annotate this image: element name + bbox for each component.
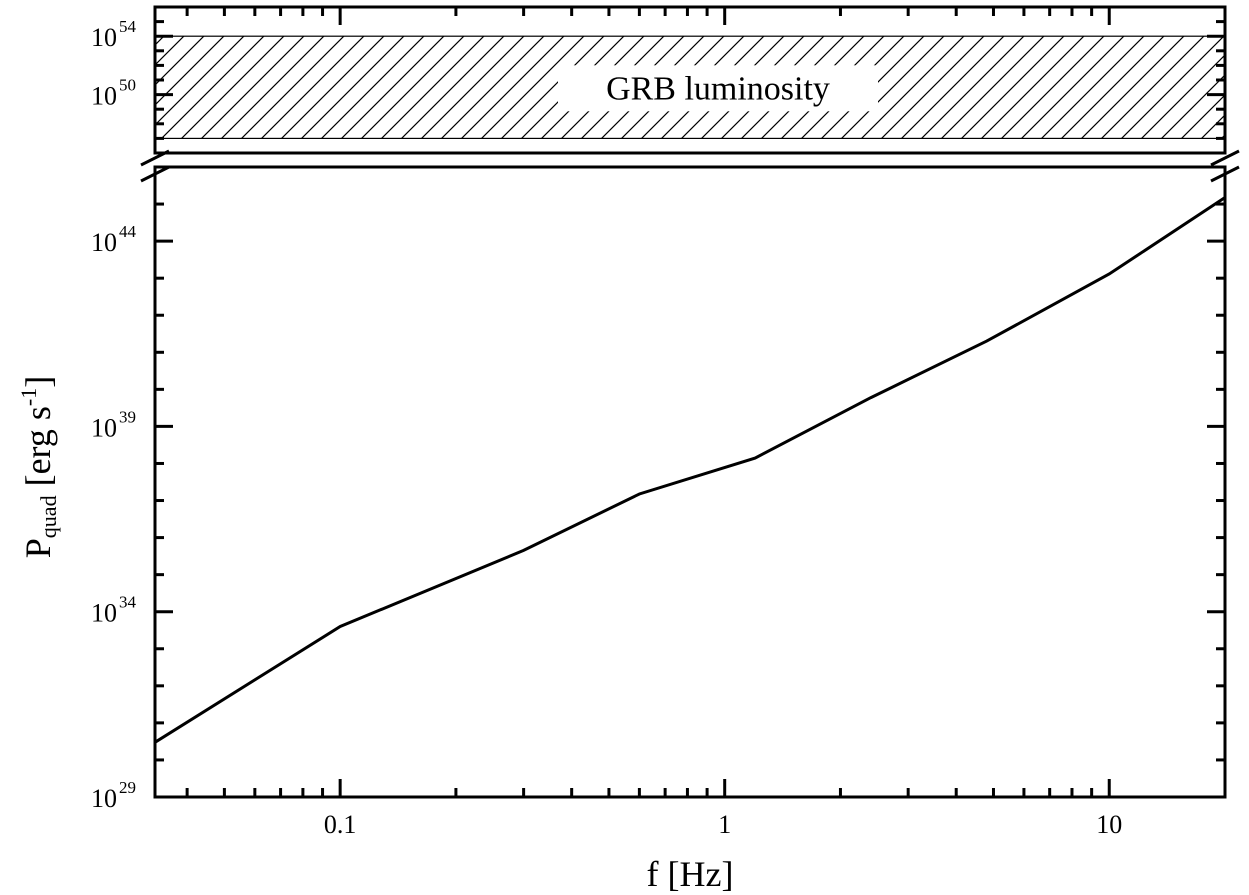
- y-tick-exponent: 50: [119, 76, 136, 95]
- y-tick-label: 10: [91, 784, 117, 813]
- band-label: GRB luminosity: [606, 70, 830, 107]
- x-tick-label: 0.1: [324, 810, 357, 839]
- break-slash: [1210, 165, 1240, 183]
- y-title-part: quad: [36, 495, 61, 538]
- axis-break-marks: [140, 149, 1240, 183]
- x-tick-label: 1: [718, 810, 731, 839]
- y-tick-label: 10: [91, 599, 117, 628]
- y-tick-exponent: 44: [119, 222, 137, 241]
- y-title-group: Pquad [erg s-1]: [16, 376, 61, 558]
- band-label-background: [558, 65, 878, 112]
- x-tick-label: 10: [1096, 810, 1122, 839]
- x-axis-title: f [Hz]: [647, 854, 734, 894]
- break-slash: [1210, 149, 1240, 167]
- y-tick-label: 10: [91, 82, 117, 111]
- lower-frame-rect: [153, 165, 1227, 799]
- lower-panel-frame: [153, 165, 1227, 799]
- y-title-text: Pquad [erg s-1]: [16, 376, 61, 558]
- y-tick-label: 10: [91, 228, 117, 257]
- y-title-part: -1: [16, 388, 41, 406]
- break-slash: [140, 149, 170, 167]
- x-axis-ticks: 0.1 1 10: [185, 7, 1227, 839]
- series-line: [154, 196, 1226, 744]
- y-tick-label: 10: [91, 23, 117, 52]
- y-tick-exponent: 29: [119, 778, 136, 797]
- y-title-part: ]: [18, 376, 58, 388]
- y-title-part: [erg s: [18, 406, 58, 495]
- y-title-part: P: [18, 538, 58, 558]
- y-tick-exponent: 34: [119, 593, 137, 612]
- break-slash: [140, 165, 170, 183]
- y-tick-label: 10: [91, 413, 117, 442]
- y-tick-exponent: 39: [119, 407, 136, 426]
- y-axis-title: Pquad [erg s-1]: [16, 376, 61, 558]
- break-gap-left: [141, 155, 169, 165]
- y-tick-exponent: 54: [119, 17, 137, 36]
- break-gap-right: [1211, 155, 1239, 165]
